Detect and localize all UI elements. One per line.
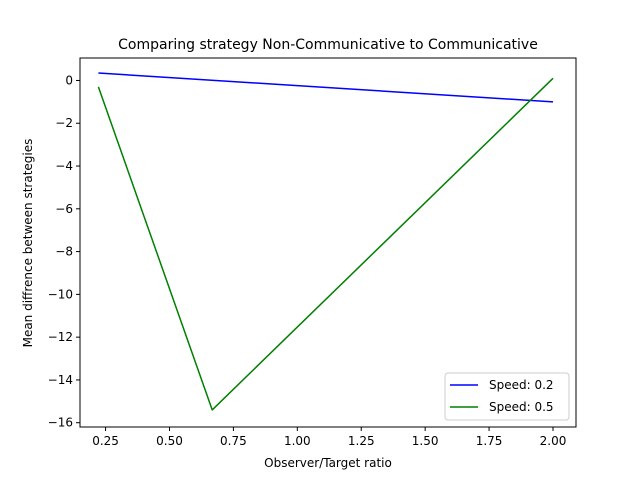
x-axis-label: Observer/Target ratio	[264, 456, 392, 470]
y-tick-label: −6	[55, 202, 73, 216]
y-tick-label: −4	[55, 159, 73, 173]
x-tick-label: 1.75	[476, 434, 503, 448]
plot-frame	[79, 57, 577, 428]
y-axis-ticks: 0 −2 −4 −6 −8 −10 −12 −14 −16	[48, 73, 80, 430]
y-tick-label: 0	[65, 73, 73, 87]
x-tick-label: 2.00	[540, 434, 567, 448]
series-layer	[97, 72, 554, 411]
series-line-1	[97, 77, 554, 411]
series-line-0	[98, 72, 554, 103]
y-tick-label: −12	[48, 330, 73, 344]
legend-label-0: Speed: 0.2	[489, 378, 554, 392]
y-axis-label: Mean diffrence between strategies	[21, 139, 35, 348]
x-axis-ticks: 0.25 0.50 0.75 1.00 1.25 1.50 1.75 2.00	[92, 427, 566, 448]
x-tick-label: 1.25	[348, 434, 375, 448]
x-tick-label: 0.75	[220, 434, 247, 448]
y-tick-label: −16	[48, 416, 73, 430]
chart-title: Comparing strategy Non-Communicative to …	[118, 37, 538, 53]
plot-area: 0.25 0.50 0.75 1.00 1.25 1.50 1.75 2.00 0 −2 −4 −6…	[48, 57, 577, 448]
legend: Speed: 0.2 Speed: 0.5	[444, 372, 570, 421]
x-tick-label: 1.00	[284, 434, 311, 448]
x-tick-label: 1.50	[412, 434, 439, 448]
y-tick-label: −10	[48, 287, 73, 301]
y-tick-label: −2	[55, 116, 73, 130]
legend-label-1: Speed: 0.5	[489, 400, 554, 414]
y-tick-label: −8	[55, 245, 73, 259]
x-tick-label: 0.50	[156, 434, 183, 448]
x-tick-label: 0.25	[92, 434, 119, 448]
y-tick-label: −14	[48, 373, 73, 387]
